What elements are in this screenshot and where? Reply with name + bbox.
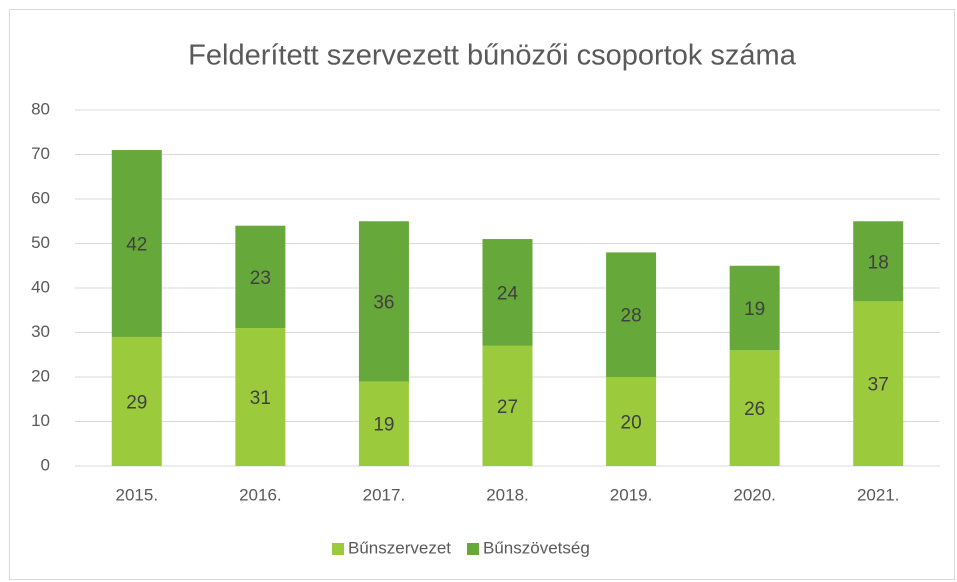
- bar-segment: [358, 381, 409, 466]
- legend-label: Bűnszervezet: [348, 538, 451, 557]
- data-label: 27: [497, 397, 518, 418]
- data-label: 36: [373, 292, 394, 313]
- bar-segment: [111, 150, 162, 337]
- y-tick-label: 30: [31, 322, 50, 341]
- chart-title: Felderített szervezett bűnözői csoportok…: [188, 40, 797, 72]
- legend-swatch: [332, 543, 344, 555]
- y-tick-label: 20: [31, 366, 50, 385]
- data-label: 37: [868, 375, 889, 396]
- bar-segment: [482, 345, 533, 466]
- x-tick-label: 2019.: [610, 485, 653, 504]
- y-tick-label: 80: [31, 99, 50, 118]
- chart-border: [9, 9, 955, 580]
- bar-segment: [606, 377, 657, 466]
- bar-segment: [358, 221, 409, 382]
- data-label: 42: [126, 235, 147, 256]
- data-label: 23: [250, 268, 271, 289]
- data-label: 24: [497, 283, 519, 304]
- data-label: 29: [126, 392, 147, 413]
- legend-label: Bűnszövetség: [483, 538, 590, 557]
- bar-segment: [729, 265, 780, 351]
- bar-segment: [111, 336, 162, 466]
- data-label: 31: [250, 388, 271, 409]
- legend-swatch: [467, 543, 479, 555]
- data-label: 19: [744, 299, 765, 320]
- bar-segment: [853, 221, 904, 302]
- x-tick-label: 2016.: [239, 485, 282, 504]
- bar-segment: [606, 252, 657, 377]
- data-label: 18: [868, 252, 889, 273]
- bar-segment: [235, 328, 286, 466]
- data-label: 26: [744, 399, 765, 420]
- data-label: 20: [621, 413, 642, 434]
- bar-segment: [853, 301, 904, 466]
- bar-segment: [482, 239, 533, 346]
- bar-segment: [729, 350, 780, 466]
- x-tick-label: 2020.: [733, 485, 776, 504]
- y-tick-label: 60: [31, 188, 50, 207]
- y-tick-label: 70: [31, 144, 50, 163]
- y-tick-label: 10: [31, 411, 50, 430]
- data-label: 19: [373, 415, 394, 436]
- bar-segment: [235, 225, 286, 329]
- y-tick-label: 0: [41, 455, 50, 474]
- y-tick-label: 40: [31, 277, 50, 296]
- y-tick-label: 50: [31, 233, 50, 252]
- x-tick-label: 2017.: [363, 485, 406, 504]
- x-tick-label: 2018.: [486, 485, 529, 504]
- x-tick-label: 2015.: [116, 485, 159, 504]
- x-tick-label: 2021.: [857, 485, 900, 504]
- data-label: 28: [621, 306, 642, 327]
